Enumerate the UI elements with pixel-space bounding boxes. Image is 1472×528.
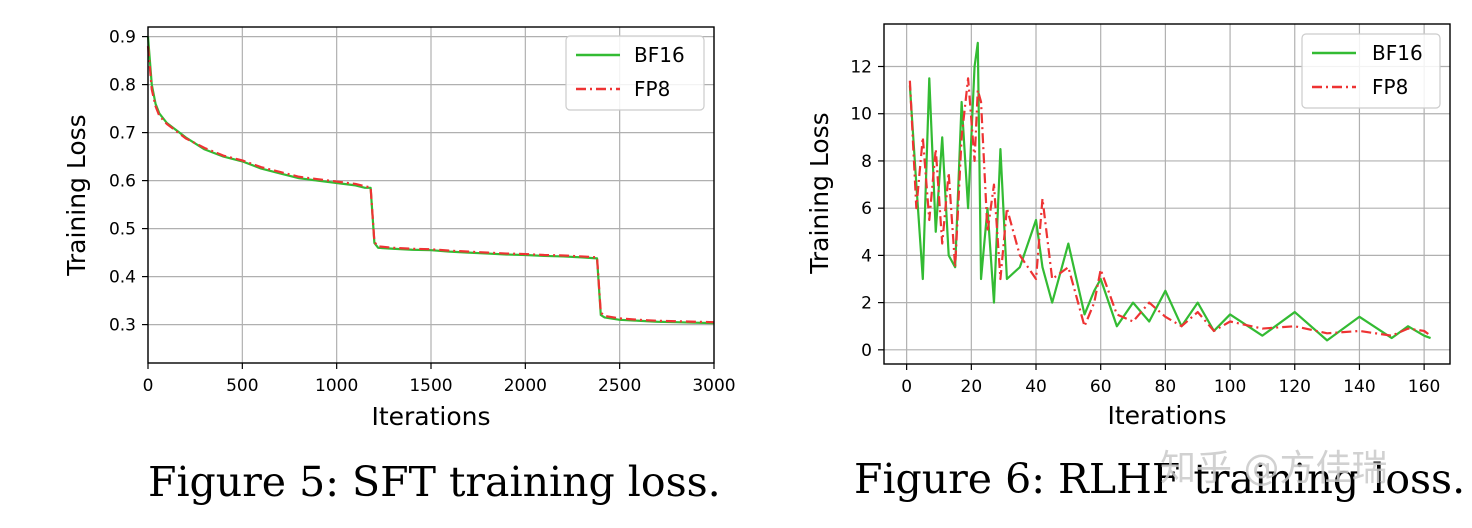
chart1-ytick-label-2: 0.5: [109, 220, 136, 240]
chart1-y-ticks: 0.3 0.4 0.5 0.6 0.7 0.8 0.9: [109, 28, 148, 336]
chart2-xtick-label-3: 60: [1090, 377, 1112, 397]
chart1-xtick-label-2: 1000: [315, 376, 358, 396]
chart2-xtick-label-2: 40: [1025, 377, 1047, 397]
chart2-series-fp8-line: [908, 77, 1432, 337]
chart1-ytick-label-0: 0.3: [109, 316, 136, 336]
chart1-xtick-label-0: 0: [143, 376, 154, 396]
chart1-legend-bf16-label: BF16: [634, 43, 685, 67]
chart2-x-ticks: 0 20 40 60 80 100 120 140 160: [901, 364, 1440, 397]
chart1-xtick-label-4: 2000: [504, 376, 547, 396]
chart2-y-axis-label: Training Loss: [805, 112, 834, 274]
chart2-series: [908, 41, 1432, 342]
chart1-caption: Figure 5: SFT training loss.: [148, 458, 721, 506]
chart2-xtick-label-5: 100: [1214, 377, 1246, 397]
chart1-ytick-label-6: 0.9: [109, 28, 136, 48]
chart2-xtick-label-1: 20: [961, 377, 983, 397]
chart1-xtick-label-6: 3000: [692, 376, 735, 396]
chart2-caption: Figure 6: RLHF training loss.: [854, 455, 1465, 503]
chart2-ytick-label-3: 6: [861, 199, 872, 219]
chart-sft-training-loss: 0 500 1000 1500 2000 2500 3000 0.3 0.4 0.5 0.6 0.7…: [62, 26, 736, 506]
chart2-legend: BF16 FP8: [1301, 33, 1441, 109]
chart1-y-axis-label: Training Loss: [62, 114, 91, 276]
watermark: 知乎 @方佳瑞: [1160, 448, 1387, 489]
chart2-ytick-label-5: 10: [850, 105, 872, 125]
chart2-ytick-label-1: 2: [861, 294, 872, 314]
chart2-ytick-label-4: 8: [861, 152, 872, 172]
chart1-x-ticks: 0 500 1000 1500 2000 2500 3000: [143, 363, 736, 396]
chart2-plot-frame: [883, 23, 1451, 365]
chart2-xtick-label-8: 160: [1408, 377, 1440, 397]
chart1-xtick-label-5: 2500: [598, 376, 641, 396]
chart1-xtick-label-3: 1500: [409, 376, 452, 396]
chart1-legend-fp8-label: FP8: [634, 77, 670, 101]
chart2-series-bf16-line: [908, 41, 1431, 342]
chart1-ytick-label-5: 0.8: [109, 76, 136, 96]
chart2-ytick-label-0: 0: [861, 341, 872, 361]
chart1-xtick-label-1: 500: [226, 376, 258, 396]
chart2-xtick-label-7: 140: [1343, 377, 1375, 397]
chart2-xtick-label-6: 120: [1279, 377, 1311, 397]
chart2-x-axis-label: Iterations: [1107, 401, 1226, 430]
chart2-ytick-label-2: 4: [861, 246, 872, 266]
chart1-ytick-label-1: 0.4: [109, 268, 136, 288]
chart2-y-ticks: 0 2 4 6 8 10 12: [850, 58, 884, 361]
chart1-x-axis-label: Iterations: [371, 402, 490, 431]
chart1-series: [146, 36, 715, 325]
chart-rlhf-training-loss: 0 20 40 60 80 100 120 140 160 0 2 4 6 8 10 12 Iteratio…: [805, 23, 1465, 503]
chart2-legend-bf16-label: BF16: [1372, 41, 1423, 65]
chart1-ytick-label-4: 0.7: [109, 124, 136, 144]
chart2-legend-fp8-label: FP8: [1372, 75, 1408, 99]
chart1-series-fp8-line: [146, 46, 715, 324]
chart2-xtick-label-0: 0: [901, 377, 912, 397]
chart2-xtick-label-4: 80: [1155, 377, 1177, 397]
chart1-ytick-label-3: 0.6: [109, 172, 136, 192]
chart2-ytick-label-6: 12: [850, 58, 872, 78]
chart1-legend: BF16 FP8: [565, 35, 705, 111]
